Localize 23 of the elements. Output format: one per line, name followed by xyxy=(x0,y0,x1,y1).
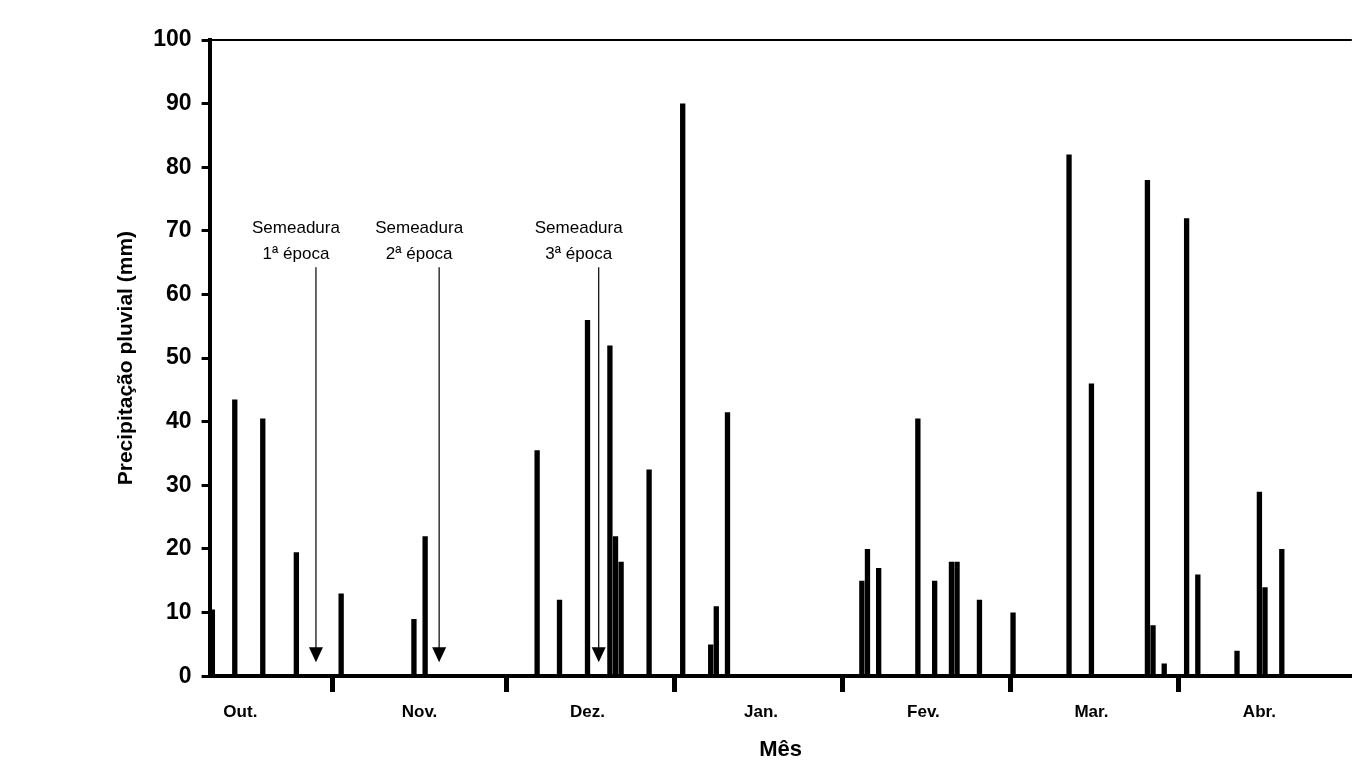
x-axis-title: Mês xyxy=(759,735,803,761)
y-tick-label: 10 xyxy=(165,597,192,624)
y-tick-label: 20 xyxy=(165,534,192,561)
x-tick-label: Nov. xyxy=(401,702,438,722)
annotation: Semeadura 2ª época xyxy=(375,218,464,264)
annotation: Semeadura 1ª época xyxy=(252,218,341,264)
y-axis-title: Precipitação pluvial (mm) xyxy=(113,230,137,486)
x-tick-label: Jan. xyxy=(744,702,779,722)
y-tick-label: 70 xyxy=(165,216,192,243)
y-tick-label: 40 xyxy=(165,407,192,434)
y-tick-label: 30 xyxy=(165,470,192,497)
x-tick-label: Fev. xyxy=(907,702,940,722)
y-tick-label: 100 xyxy=(153,25,192,52)
y-tick-label: 50 xyxy=(165,343,192,370)
y-tick-label: 90 xyxy=(165,88,192,115)
annotation: Semeadura 3ª época xyxy=(534,218,624,264)
y-tick-label: 60 xyxy=(165,279,192,306)
x-tick-label: Dez. xyxy=(570,702,605,722)
y-tick-label: 0 xyxy=(178,661,192,688)
y-tick-label: 80 xyxy=(165,152,192,179)
x-tick-label: Mar. xyxy=(1074,702,1109,722)
x-tick-label: Abr. xyxy=(1242,702,1276,722)
x-tick-label: Out. xyxy=(223,702,258,722)
